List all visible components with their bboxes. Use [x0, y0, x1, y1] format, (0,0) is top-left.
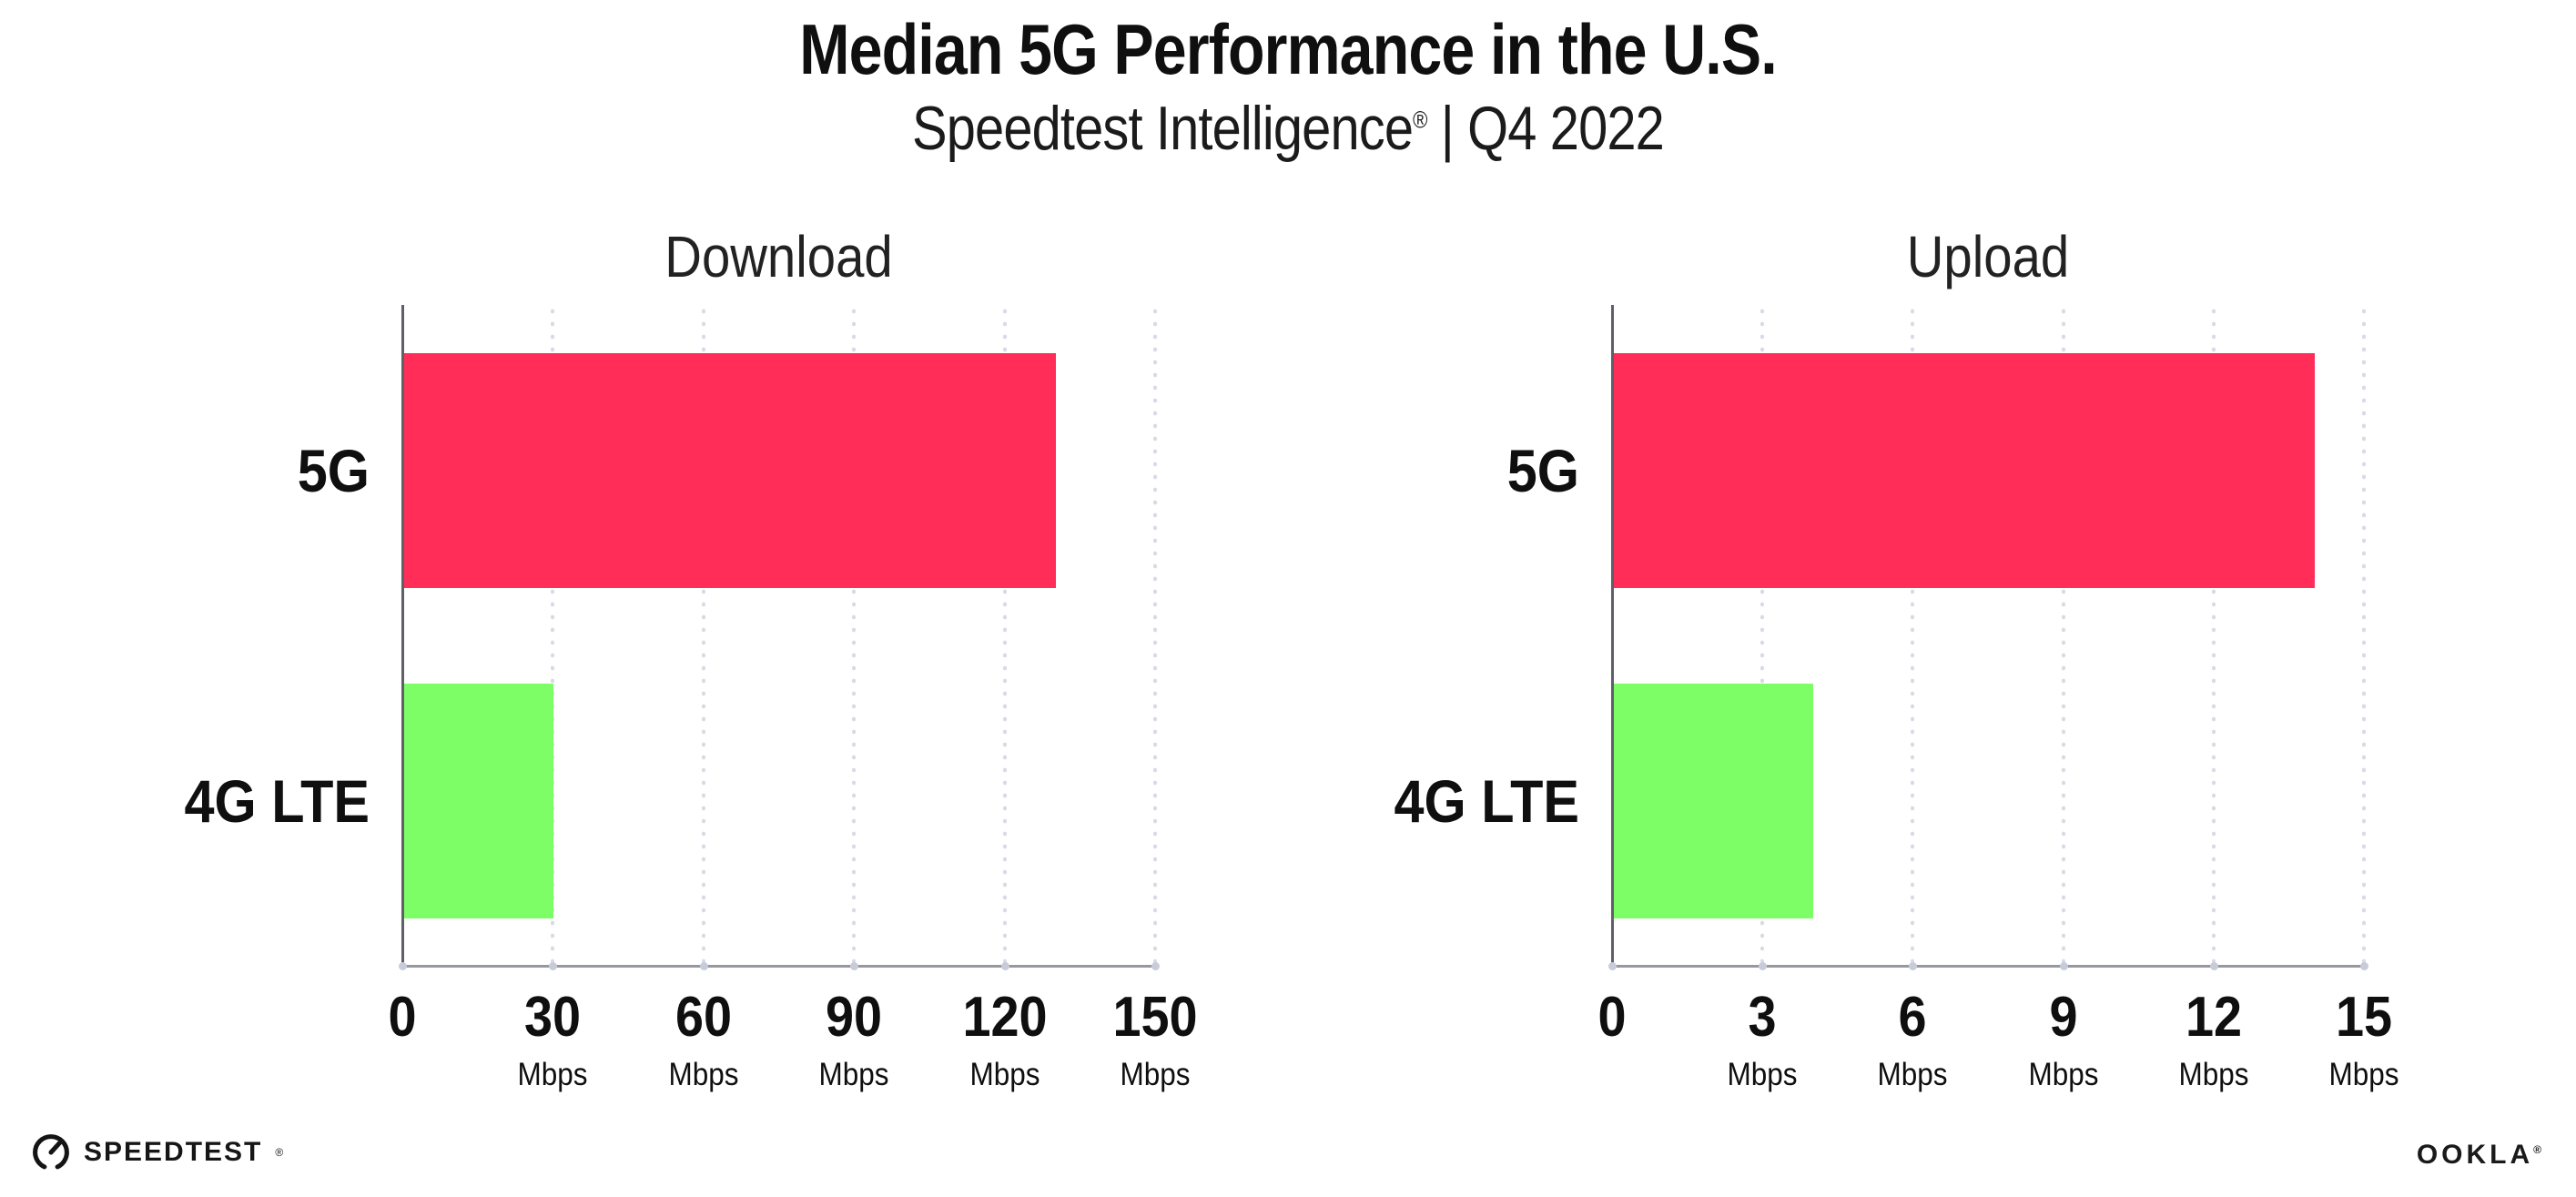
tick-value: 3 [1748, 986, 1777, 1049]
tick-value: 150 [1112, 986, 1198, 1049]
gridline-150 [1153, 305, 1157, 965]
bar-5g [1613, 352, 2315, 588]
axis-tick-dot-12 [2209, 962, 2218, 970]
axis-tick-dot-9 [2059, 962, 2068, 970]
tick-unit: Mbps [1120, 1057, 1191, 1092]
tick-unit: Mbps [969, 1057, 1040, 1092]
category-label-5g: 5G [297, 436, 370, 504]
tick-value: 15 [2335, 986, 2393, 1049]
axis-tick-dot-120 [1000, 962, 1009, 970]
x-tick-30: 30 Mbps [471, 986, 634, 1092]
tick-value: 90 [826, 986, 883, 1049]
speedtest-gauge-icon [33, 1134, 69, 1171]
x-tick-90: 90 Mbps [772, 986, 936, 1092]
page-title: Median 5G Performance in the U.S. [799, 9, 1777, 89]
download-chart-title: Download [664, 224, 893, 289]
tick-unit: Mbps [517, 1057, 588, 1092]
axis-tick-dot-0 [399, 962, 407, 970]
axis-tick-dot-30 [549, 962, 558, 970]
axis-tick-dot-15 [2360, 962, 2368, 970]
x-axis [1612, 965, 2364, 968]
x-tick-120: 120 Mbps [923, 986, 1087, 1092]
tick-value: 6 [1898, 986, 1927, 1049]
y-axis [401, 305, 404, 968]
gridline-30 [551, 305, 555, 965]
bar-4g-lte [403, 684, 554, 919]
tick-value: 12 [2185, 986, 2242, 1049]
tick-value: 30 [524, 986, 582, 1049]
tick-unit: Mbps [1877, 1057, 1948, 1092]
axis-tick-dot-0 [1608, 962, 1617, 970]
axis-tick-dot-6 [1909, 962, 1918, 970]
ookla-logo: OOKLA® [2417, 1140, 2545, 1171]
x-tick-6: 6 Mbps [1831, 986, 1994, 1092]
bar-4g-lte [1613, 684, 1814, 919]
ookla-logo-text: OOKLA [2416, 1140, 2534, 1170]
tick-unit: Mbps [1727, 1057, 1798, 1092]
tick-value: 0 [388, 986, 417, 1049]
tick-unit: Mbps [2178, 1057, 2249, 1092]
x-tick-0: 0 [1530, 989, 1694, 1046]
category-label-4g-lte: 4G LTE [1394, 767, 1579, 836]
download-chart: Download 5G 4G LTE 0 30 Mbps 60 Mbps 90 Mbps 120 M… [184, 228, 1197, 1090]
tick-value: 0 [1597, 986, 1627, 1049]
category-label-5g: 5G [1506, 436, 1579, 504]
x-tick-15: 15 Mbps [2282, 986, 2446, 1092]
tick-value: 60 [674, 986, 732, 1049]
axis-tick-dot-90 [850, 962, 859, 970]
axis-tick-dot-60 [699, 962, 708, 970]
gridline-9 [2061, 305, 2065, 965]
gridline-15 [2362, 305, 2366, 965]
speedtest-logo-text: SPEEDTEST [84, 1137, 263, 1167]
category-label-4g-lte: 4G LTE [184, 767, 370, 836]
tick-unit: Mbps [2328, 1057, 2399, 1092]
x-tick-0: 0 [320, 989, 484, 1046]
gridline-120 [1002, 305, 1007, 965]
ookla-registered-mark-icon: ® [2533, 1143, 2545, 1156]
subtitle-brand: Speedtest Intelligence [912, 94, 1414, 163]
upload-chart: Upload 5G 4G LTE 0 3 Mbps 6 Mbps 9 Mbps 12 Mbps 15 M… [1394, 228, 2399, 1090]
speedtest-logo: SPEEDTEST ® [31, 1132, 283, 1172]
tick-value: 9 [2049, 986, 2078, 1049]
tick-unit: Mbps [2028, 1057, 2099, 1092]
x-tick-60: 60 Mbps [622, 986, 786, 1092]
x-tick-12: 12 Mbps [2132, 986, 2296, 1092]
gridline-12 [2211, 305, 2216, 965]
tick-unit: Mbps [668, 1057, 739, 1092]
axis-tick-dot-150 [1151, 962, 1160, 970]
page-subtitle: Speedtest Intelligence® | Q4 2022 [193, 95, 2383, 163]
gridline-90 [852, 305, 857, 965]
gridline-60 [701, 305, 705, 965]
axis-tick-dot-3 [1759, 962, 1768, 970]
x-tick-3: 3 Mbps [1680, 986, 1844, 1092]
tick-value: 120 [962, 986, 1048, 1049]
subtitle-quarter: | Q4 2022 [1426, 94, 1665, 163]
x-tick-9: 9 Mbps [1982, 986, 2145, 1092]
x-tick-150: 150 Mbps [1073, 986, 1237, 1092]
bar-5g [403, 352, 1056, 588]
registered-trademark-icon: ® [1413, 106, 1427, 134]
gridline-3 [1760, 305, 1765, 965]
gridline-6 [1911, 305, 1915, 965]
upload-chart-title: Upload [1906, 224, 2070, 289]
tick-unit: Mbps [818, 1057, 889, 1092]
y-axis [1611, 305, 1614, 968]
x-axis [402, 965, 1155, 968]
